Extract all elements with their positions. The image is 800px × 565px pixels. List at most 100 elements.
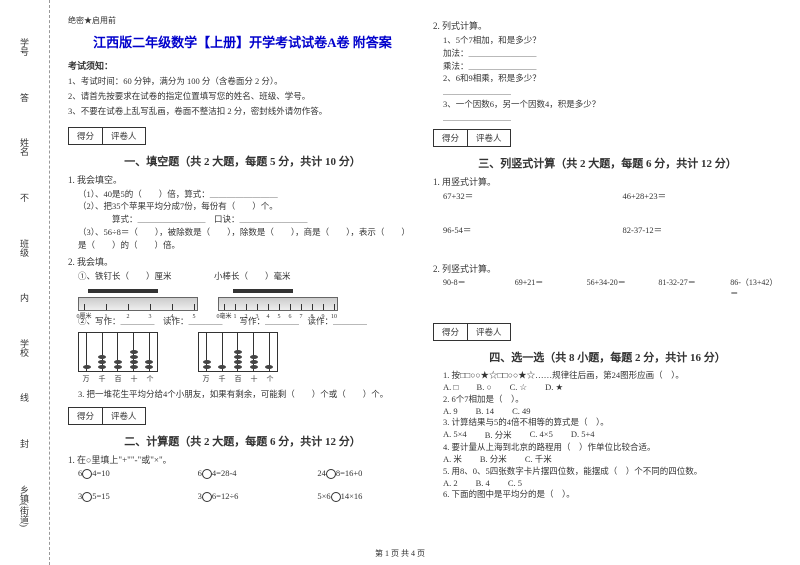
calc1-head: 1. 在○里填上"+""-"或"×"。 [68,453,417,466]
ruler-1: 0厘米12345 [78,287,198,311]
exam-body: 绝密★启用前 江西版二年级数学【上册】开学考试试卷A卷 附答案 考试须知： 1、… [50,0,800,565]
bind-field-2: 学校 [18,339,31,357]
score-label-4: 得分 [434,324,468,340]
blank-circle[interactable] [326,469,336,479]
bind-field-5: 学号 [18,38,31,56]
q1-l2: （2）、把35个苹果平均分成7份，每份有（ ）个。 [78,200,417,213]
mc-option[interactable]: C. 千米 [525,453,552,465]
score-label: 得分 [69,128,103,144]
grader-label-2: 评卷人 [103,408,145,424]
calc-row: 64=1064=28-4248=16+0 [78,468,417,479]
page-footer: 第 1 页 共 4 页 [0,548,800,559]
sec3-row2: 90-8＝69+21＝56+34-20＝81-32-27＝86-（13+42）＝ [443,277,782,299]
bind-mark: 内 [18,293,31,302]
mc-options: A. □ B. ○ C. ☆ D. ★ [443,382,782,393]
q1-head: 1. 我会填空。 [68,173,417,186]
mc-option[interactable]: D. ★ [545,382,563,393]
bind-field-1: 乡镇(街道) [18,485,31,527]
nail-2 [233,289,293,293]
bind-field-3: 班级 [18,239,31,257]
section-2-head: 二、计算题（共 2 大题，每题 6 分，共计 12 分） [68,433,417,449]
answer-line: 1、5个7相加，和是多少？ [443,34,782,47]
mc-option[interactable]: B. 14 [476,406,494,416]
column-right: 2. 列式计算。 1、5个7相加，和是多少？加法：＿＿＿＿＿＿＿＿乘法：＿＿＿＿… [425,15,790,540]
grader-label-3: 评卷人 [468,130,510,146]
q1-l3: 算式：＿＿＿＿＿＿＿＿ 口诀：＿＿＿＿＿＿＿＿ [78,213,417,226]
nail-1 [88,289,158,293]
secret-tag: 绝密★启用前 [68,15,417,26]
abacus-1: 万千百十个 [78,332,158,384]
notice-1: 1、考试时间：60 分钟，满分为 100 分（含卷面分 2 分）。 [68,76,417,88]
mc-question: 2. 6个7相加是（ ）。 [443,393,782,406]
mc-question: 3. 计算结果与5的4倍不相等的算式是（ ）。 [443,416,782,429]
score-label-2: 得分 [69,408,103,424]
mc-options: A. 2 B. 4 C. 5 [443,478,782,488]
ruler-body-2: 0毫米12345678910 [218,297,338,311]
sec3-q2: 2. 列竖式计算。 [433,262,782,275]
blank-circle[interactable] [82,492,92,502]
mc-option[interactable]: B. 分米 [485,429,512,441]
exam-title: 江西版二年级数学【上册】开学考试试卷A卷 附答案 [68,32,417,51]
score-label-3: 得分 [434,130,468,146]
vertical-calc-row: 67+32＝46+28+23＝ [443,190,782,202]
score-box-4: 得分 评卷人 [433,323,511,341]
notice-head: 考试须知： [68,59,417,72]
mc-options: A. 9 B. 14 C. 49 [443,406,782,416]
score-box-3: 得分 评卷人 [433,129,511,147]
bind-mark: 不 [18,193,31,202]
q3: 3. 把一堆花生平均分给4个小朋友，如果有剩余，可能剩（ ）个或（ ）个。 [78,388,417,401]
blank-circle[interactable] [82,469,92,479]
mc-option[interactable]: B. 4 [476,478,490,488]
mc-option[interactable]: C. 5 [508,478,522,488]
grader-label: 评卷人 [103,128,145,144]
mc-option[interactable]: B. ○ [477,382,492,393]
q1-l1: （1）、40是5的（ ）倍，算式：＿＿＿＿＿＿＿＿ [78,188,417,201]
notice-2: 2、请首先按要求在试卷的指定位置填写您的姓名、班级、学号。 [68,91,417,103]
column-left: 绝密★启用前 江西版二年级数学【上册】开学考试试卷A卷 附答案 考试须知： 1、… [60,15,425,540]
mc-question: 5. 用8、0、5四张数字卡片摆四位数，能摆成（ ）个不同的四位数。 [443,465,782,478]
mc-options: A. 米 B. 分米 C. 千米 [443,453,782,465]
answer-line: 3、一个因数6，另一个因数4，积是多少？ [443,98,782,111]
vertical-calc-row: 96-54＝82-37-12＝ [443,224,782,236]
ruler-body-1: 0厘米12345 [78,297,198,311]
abacus-row: 万千百十个 万千百十个 [78,332,417,384]
bind-mark: 线 [18,393,31,402]
mc-question: 1. 按□□○○★☆□□○○★☆……规律往后画，第24图形应画（ ）。 [443,369,782,382]
mc-options: A. 5×4 B. 分米 C. 4×5 D. 5+4 [443,429,782,441]
sec3-q1: 1. 用竖式计算。 [433,175,782,188]
ruler-2: 0毫米12345678910 [218,287,338,311]
bind-mark: 封 [18,439,31,448]
mc-option[interactable]: A. 2 [443,478,458,488]
c2-q2-head: 2. 列式计算。 [433,19,782,32]
mc-option[interactable]: D. 5+4 [571,429,595,441]
answer-line: 乘法：＿＿＿＿＿＿＿＿ [443,60,782,73]
mc-option[interactable]: C. 4×5 [530,429,553,441]
mc-option[interactable]: A. □ [443,382,459,393]
calc-row: 35=1536=12÷65×614×16 [78,491,417,502]
bind-field-4: 姓名 [18,138,31,156]
section-1-head: 一、填空题（共 2 大题，每题 5 分，共计 10 分） [68,153,417,169]
notice-3: 3、不要在试卷上乱写乱画，卷面不整洁扣 2 分，密封线外请勿作答。 [68,106,417,118]
blank-circle[interactable] [202,469,212,479]
answer-line: 2、6和9相乘，积是多少？ [443,72,782,85]
mc-option[interactable]: A. 5×4 [443,429,467,441]
mc-question: 4. 要计量从上海到北京的路程用（ ）作单位比较合适。 [443,441,782,454]
blank-circle[interactable] [331,492,341,502]
q2-1: ①、铁钉长（ ）厘米 小棒长（ ）毫米 [78,270,417,283]
blank-circle[interactable] [202,492,212,502]
mc-option[interactable]: B. 分米 [480,453,507,465]
mc-option[interactable]: A. 米 [443,453,462,465]
answer-line: ＿＿＿＿＿＿＿＿ [443,85,782,98]
grader-label-4: 评卷人 [468,324,510,340]
bind-mark: 答 [18,93,31,102]
binding-margin: 学号 答 姓名 不 班级 内 学校 线 封 乡镇(街道) [0,0,50,565]
abacus-2: 万千百十个 [198,332,278,384]
q2-head: 2. 我会填。 [68,255,417,268]
score-box-2: 得分 评卷人 [68,407,146,425]
mc-option[interactable]: A. 9 [443,406,458,416]
q1-l4: （3）、56÷8＝（ ），被除数是（ ），除数是（ ），商是（ ），表示（ ）是… [78,226,417,252]
mc-option[interactable]: C. ☆ [510,382,528,393]
score-box-1: 得分 评卷人 [68,127,146,145]
mc-option[interactable]: C. 49 [512,406,530,416]
section-3-head: 三、列竖式计算（共 2 大题，每题 6 分，共计 12 分） [433,155,782,171]
